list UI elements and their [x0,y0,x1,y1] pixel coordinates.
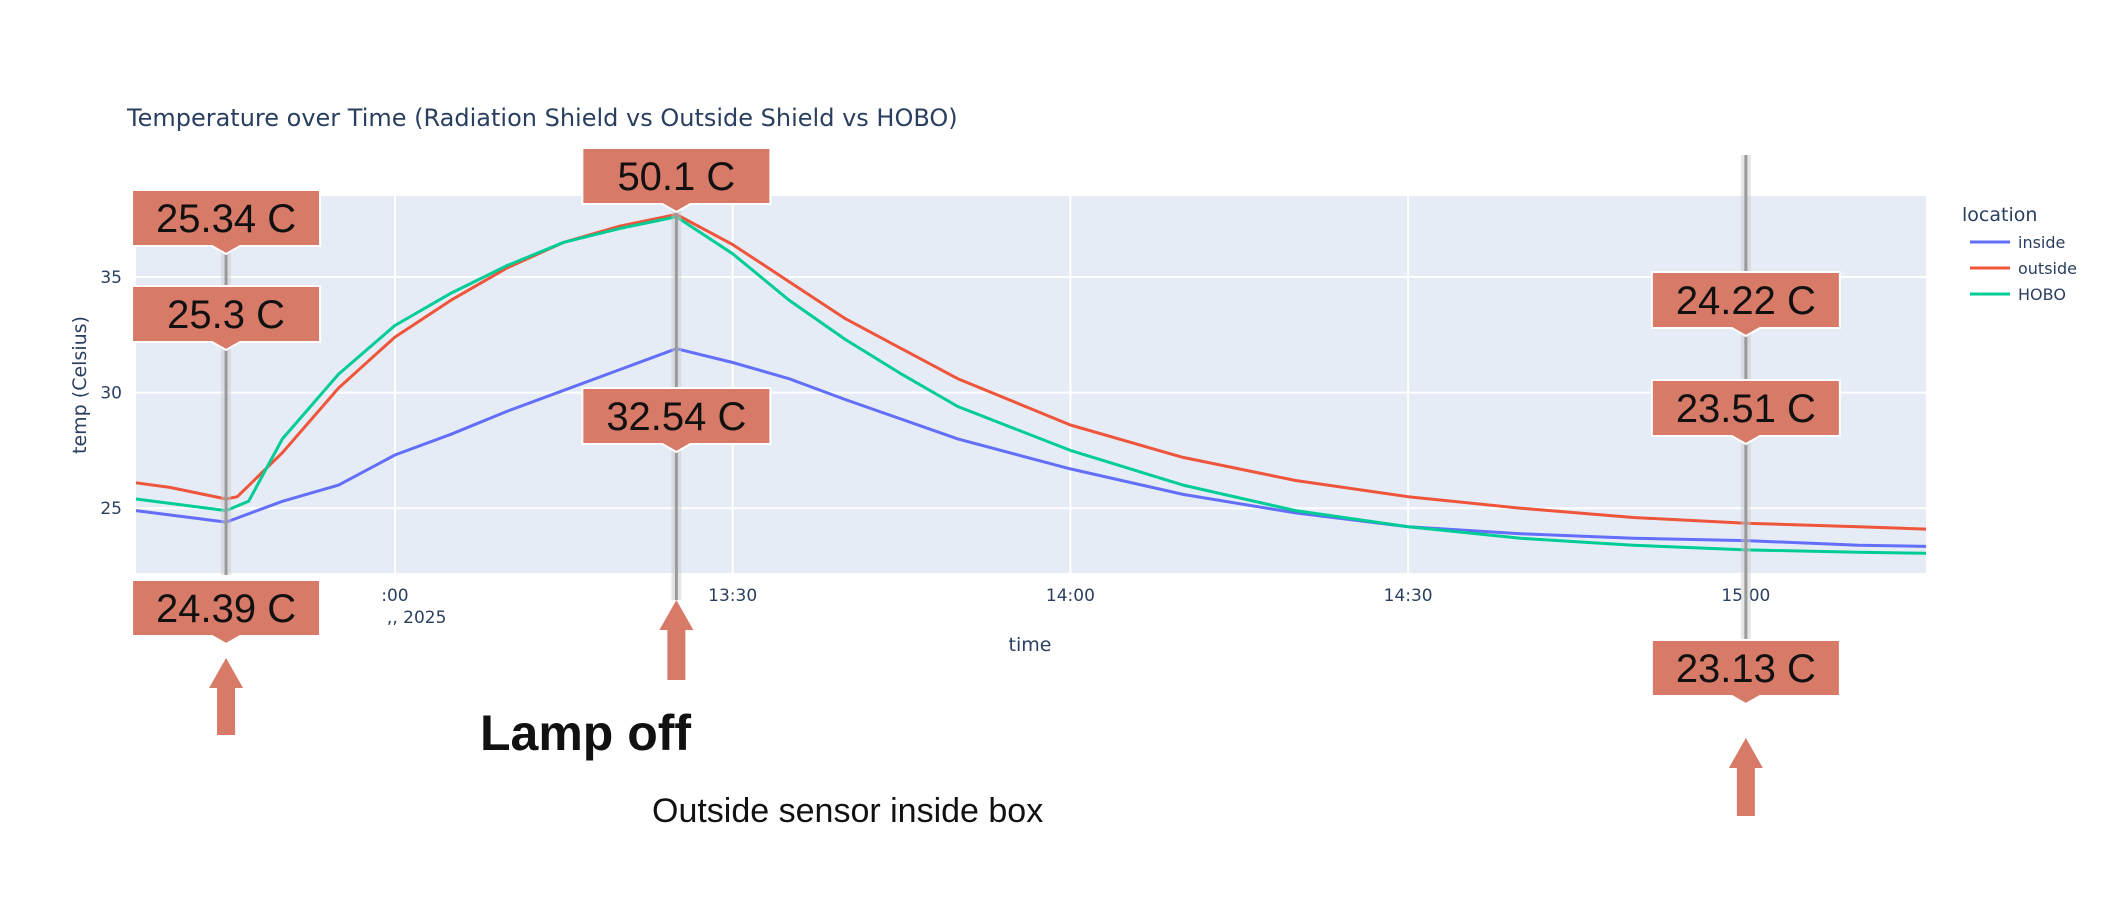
callout-box [131,579,322,646]
series-lines [135,213,1927,555]
x-axis-title: time [1009,634,1052,656]
callout-box [1650,639,1841,706]
series-line-hobo [135,215,1927,555]
y-tick-label: 35 [100,268,122,288]
x-tick-sublabel: ,, 2025 [387,608,446,628]
callout-box [1650,379,1841,446]
value-callout: 25.3 C [131,285,322,352]
legend-label: inside [2018,233,2065,252]
callout-value: 24.39 C [156,587,296,631]
legend-title: location [1962,204,2037,226]
lamp-off-note: Lamp off [480,705,691,761]
legend-label: outside [2018,259,2077,278]
callout-value: 32.54 C [606,395,746,439]
y-axis-title: temp (Celsius) [69,316,91,454]
up-arrow-icon [1728,738,1763,816]
value-callout: 23.13 C [1650,639,1841,706]
value-callout: 23.51 C [1650,379,1841,446]
x-tick-label: 14:00 [1046,586,1095,606]
series-line-inside [135,347,1927,548]
value-callout: 32.54 C [581,387,772,454]
up-arrow-icon [659,600,694,680]
chart-title: Temperature over Time (Radiation Shield … [126,104,958,132]
value-callout: 24.22 C [1650,271,1841,338]
up-arrow-icon [209,658,244,735]
sensor-note: Outside sensor inside box [652,792,1043,830]
callout-value: 25.34 C [156,197,296,241]
x-tick-label: :00 [381,586,408,606]
legend: location inside outside HOBO [1962,204,2077,304]
value-callout: 50.1 C [581,147,772,214]
y-tick-label: 30 [100,384,122,404]
up-arrows [209,600,1763,816]
value-callout: 25.34 C [131,189,322,256]
callout-value: 50.1 C [617,155,735,199]
value-callouts: 25.34 C 25.3 C 24.39 C 50.1 C 32.54 C 24.22 C… [131,147,1841,706]
callout-box [581,387,772,454]
callout-box [1650,271,1841,338]
y-tick-label: 25 [100,499,122,519]
plot-area [136,196,1926,573]
callout-value: 23.51 C [1676,387,1816,431]
value-callout: 24.39 C [131,579,322,646]
x-tick-label: 13:30 [708,586,757,606]
callout-value: 24.22 C [1676,279,1816,323]
series-line-outside [135,213,1927,531]
x-tick-label: 14:30 [1384,586,1433,606]
legend-label: HOBO [2018,285,2066,304]
callout-box [131,285,322,352]
callout-box [131,189,322,256]
callout-value: 23.13 C [1676,647,1816,691]
callout-value: 25.3 C [167,293,285,337]
callout-box [581,147,772,214]
